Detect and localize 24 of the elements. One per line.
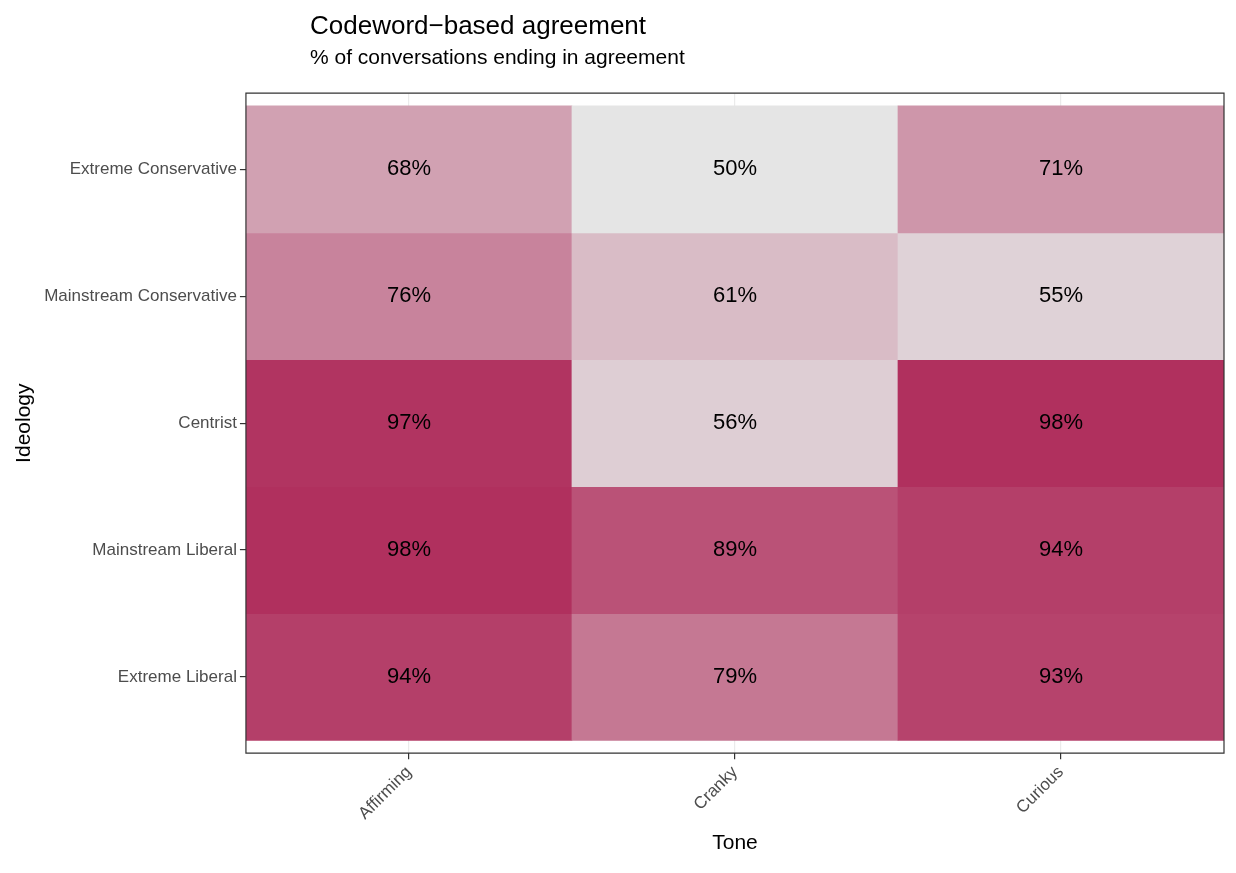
- data-label: 76%: [386, 282, 431, 308]
- data-label: 94%: [1038, 536, 1084, 562]
- data-label: 71%: [1038, 155, 1084, 181]
- data-label: 56%: [712, 409, 757, 435]
- data-label: 79%: [712, 663, 757, 689]
- data-label: 98%: [386, 536, 431, 562]
- data-label: 98%: [1038, 409, 1084, 435]
- y-tick-label: Centrist: [178, 412, 238, 432]
- x-axis-title: Tone: [712, 830, 758, 854]
- data-label: 50%: [712, 155, 757, 181]
- y-tick-label: Extreme Liberal: [117, 666, 237, 686]
- y-tick-label: Mainstream Conservative: [44, 285, 237, 305]
- data-label: 68%: [386, 155, 431, 181]
- y-axis-title: Ideology: [11, 382, 35, 463]
- data-label: 61%: [712, 282, 757, 308]
- data-label: 55%: [1038, 282, 1084, 308]
- data-label: 94%: [386, 663, 431, 689]
- y-tick-label: Mainstream Liberal: [92, 539, 237, 559]
- chart-title: Codeword−based agreement: [309, 9, 648, 42]
- data-label: 89%: [712, 536, 757, 562]
- chart-subtitle: % of conversations ending in agreement: [309, 44, 686, 70]
- y-tick-label: Extreme Conservative: [69, 159, 237, 179]
- data-label: 97%: [386, 409, 431, 435]
- data-label: 93%: [1038, 663, 1084, 689]
